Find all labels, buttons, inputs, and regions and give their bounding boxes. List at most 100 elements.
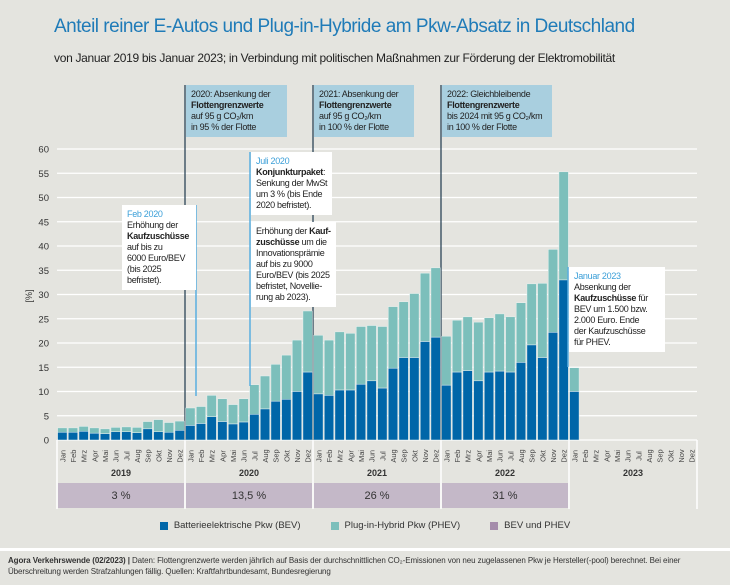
bar-phev bbox=[505, 316, 516, 373]
month-label: Mrz bbox=[464, 450, 473, 463]
year-total-label: 31 % bbox=[492, 490, 517, 502]
legend-swatch-bev bbox=[159, 521, 168, 530]
bar-phev bbox=[174, 420, 185, 431]
month-label: Mai bbox=[613, 450, 622, 462]
annotation-line: 2020 befristet). bbox=[256, 200, 327, 211]
annotation-text: auf bis zu 9000 bbox=[256, 259, 313, 269]
bar-bev bbox=[356, 383, 366, 441]
annotation-text: für PHEV. bbox=[574, 337, 611, 347]
month-label: Sep bbox=[272, 449, 281, 462]
bar-phev bbox=[398, 301, 409, 358]
bar-bev bbox=[526, 344, 537, 441]
annotation-text: 2.000 Euro. Ende bbox=[574, 315, 640, 325]
annotation-line: Euro/BEV (bis 2025 bbox=[256, 270, 331, 281]
annotation-line: BEV um 1.500 bzw. bbox=[574, 304, 660, 315]
bar-bev bbox=[324, 395, 334, 441]
month-label: Nov bbox=[165, 449, 174, 463]
bar-bev bbox=[185, 425, 196, 441]
month-label: Jul bbox=[122, 451, 131, 461]
month-label: Mai bbox=[101, 450, 110, 462]
annotation-text: Konjunkturpaket bbox=[256, 167, 324, 177]
annotation-text: Kaufzuschüsse bbox=[127, 231, 190, 241]
bar-phev bbox=[68, 427, 78, 433]
year-label: 2021 bbox=[367, 468, 387, 478]
y-tick-label: 45 bbox=[38, 217, 49, 228]
bar-bev bbox=[100, 433, 110, 441]
month-label: Jun bbox=[112, 450, 121, 462]
bar-phev bbox=[121, 426, 132, 433]
annotation-line: Kaufzuschüsse für bbox=[574, 293, 660, 304]
bar-phev bbox=[420, 272, 430, 342]
y-tick-label: 60 bbox=[38, 145, 49, 156]
annotation-box: Juli 2020 Konjunkturpaket: Senkung der MwS… bbox=[251, 152, 333, 215]
annotation-text: BEV um 1.500 bzw. bbox=[574, 304, 648, 314]
month-label: Mrz bbox=[592, 450, 601, 463]
month-label: Jan bbox=[314, 450, 323, 462]
annotation-text: um die bbox=[299, 237, 328, 247]
month-label: Jan bbox=[442, 450, 451, 462]
bar-bev bbox=[548, 332, 558, 441]
annotation-line: (bis 2025 bbox=[127, 264, 191, 275]
annotation-text: rung ab 2023). bbox=[256, 292, 311, 302]
month-label: Mrz bbox=[208, 450, 217, 463]
annotation-text: Innovationsprämie bbox=[256, 248, 325, 258]
chart-title: Anteil reiner E-Autos und Plug-in-Hybrid… bbox=[54, 16, 635, 37]
month-label: Jun bbox=[624, 450, 633, 462]
month-label: Aug bbox=[517, 449, 526, 462]
bar-phev bbox=[537, 283, 548, 358]
annotation-text: für bbox=[636, 293, 648, 303]
month-label: Jan bbox=[570, 450, 579, 462]
bar-phev bbox=[164, 422, 174, 433]
bar-phev bbox=[377, 326, 388, 389]
bar-bev bbox=[313, 393, 324, 441]
bar-phev bbox=[484, 317, 494, 373]
bar-phev bbox=[260, 375, 270, 410]
annotation-line: Juli 2020 bbox=[256, 156, 327, 167]
legend: Batterieelektrische Pkw (BEV) Plug-in-Hy… bbox=[0, 520, 730, 531]
bar-phev bbox=[110, 427, 121, 433]
bar-phev bbox=[270, 364, 281, 402]
month-label: Okt bbox=[154, 449, 163, 462]
month-label: Jun bbox=[496, 450, 505, 462]
bar-phev bbox=[302, 310, 313, 373]
bar-bev bbox=[249, 414, 260, 441]
annotation-line: 2021: Absenkung der bbox=[319, 89, 409, 100]
y-tick-label: 5 bbox=[44, 411, 49, 422]
bar-bev bbox=[78, 431, 89, 441]
y-tick-label: 10 bbox=[38, 387, 49, 398]
annotation-line: Flottengrenzwerte bbox=[191, 100, 282, 111]
bar-bev bbox=[345, 389, 356, 441]
bar-phev bbox=[473, 321, 484, 382]
annotation-text: Flottengrenzwerte bbox=[319, 100, 392, 110]
annotation-text: 2020: Absenkung der bbox=[191, 89, 271, 99]
month-label: Nov bbox=[293, 449, 302, 463]
month-label: Feb bbox=[325, 450, 334, 463]
month-label: Dez bbox=[304, 449, 313, 463]
y-tick-label: 40 bbox=[38, 242, 49, 253]
bar-phev bbox=[228, 404, 238, 425]
month-label: Jul bbox=[250, 451, 259, 461]
annotation-line: Feb 2020 bbox=[127, 209, 191, 220]
bar-phev bbox=[430, 267, 441, 338]
month-label: Jul bbox=[378, 451, 387, 461]
annotation-date: Feb 2020 bbox=[127, 209, 163, 219]
month-label: Apr bbox=[474, 450, 483, 462]
annotation-line: Januar 2023 bbox=[574, 271, 660, 282]
month-label: Sep bbox=[400, 449, 409, 462]
annotation-text: befristet). bbox=[127, 275, 162, 285]
annotation-text: 6000 Euro/BEV bbox=[127, 253, 186, 263]
annotation-line: auf 95 g CO₂/km bbox=[319, 111, 409, 122]
bar-bev bbox=[388, 367, 398, 441]
bar-bev bbox=[409, 357, 420, 441]
legend-item-phev: Plug-in-Hybrid Pkw (PHEV) bbox=[330, 520, 460, 531]
annotation-line: befristet, Novellie- bbox=[256, 281, 331, 292]
year-total-box bbox=[314, 483, 440, 508]
annotation-text: um 3 % (bis Ende bbox=[256, 189, 323, 199]
annotation-line: befristet). bbox=[127, 275, 191, 286]
annotation-text: auf 95 g CO₂/km bbox=[319, 111, 382, 121]
annotation-line: Absenkung der bbox=[574, 282, 660, 293]
bar-phev bbox=[334, 331, 345, 391]
annotation-text: Kaufzuschüsse bbox=[574, 293, 637, 303]
bar-bev bbox=[569, 391, 580, 441]
bar-phev bbox=[409, 293, 420, 358]
